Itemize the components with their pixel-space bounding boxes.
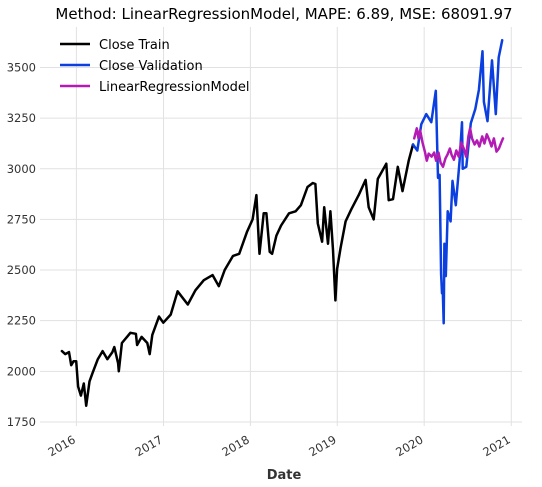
grid xyxy=(40,27,522,426)
x-tick-label: 2018 xyxy=(220,432,252,459)
x-tick-label: 2020 xyxy=(393,432,425,459)
y-tick-label: 3250 xyxy=(7,111,36,125)
y-tick-label: 2000 xyxy=(7,364,36,378)
y-tick-label: 3500 xyxy=(7,61,36,75)
legend-entry: Close Train xyxy=(99,38,170,53)
legend-entry: LinearRegressionModel xyxy=(99,80,250,95)
x-tick-label: 2016 xyxy=(46,432,78,459)
series-line-2 xyxy=(412,127,505,169)
x-tick-label: 2017 xyxy=(133,432,165,459)
y-tick-label: 1750 xyxy=(7,415,36,429)
legend-entry: Close Validation xyxy=(99,59,203,74)
y-axis: 1750 2000 2250 2500 2750 3000 3250 3500 xyxy=(7,61,36,429)
y-tick-label: 2250 xyxy=(7,314,36,328)
series-line-0 xyxy=(60,143,415,407)
legend: Close Train Close Validation LinearRegress… xyxy=(60,38,250,95)
x-tick-label: 2019 xyxy=(306,432,338,459)
y-tick-label: 3000 xyxy=(7,162,36,176)
x-tick-label: 2021 xyxy=(480,432,512,459)
series-line-1 xyxy=(411,38,504,325)
y-tick-label: 2750 xyxy=(7,212,36,226)
x-axis: 2016 2017 2018 2019 2020 2021 xyxy=(46,432,513,459)
x-axis-label: Date xyxy=(267,468,302,483)
chart-title: Method: LinearRegressionModel, MAPE: 6.8… xyxy=(55,5,512,23)
series-lines xyxy=(60,38,505,407)
y-tick-label: 2500 xyxy=(7,263,36,277)
